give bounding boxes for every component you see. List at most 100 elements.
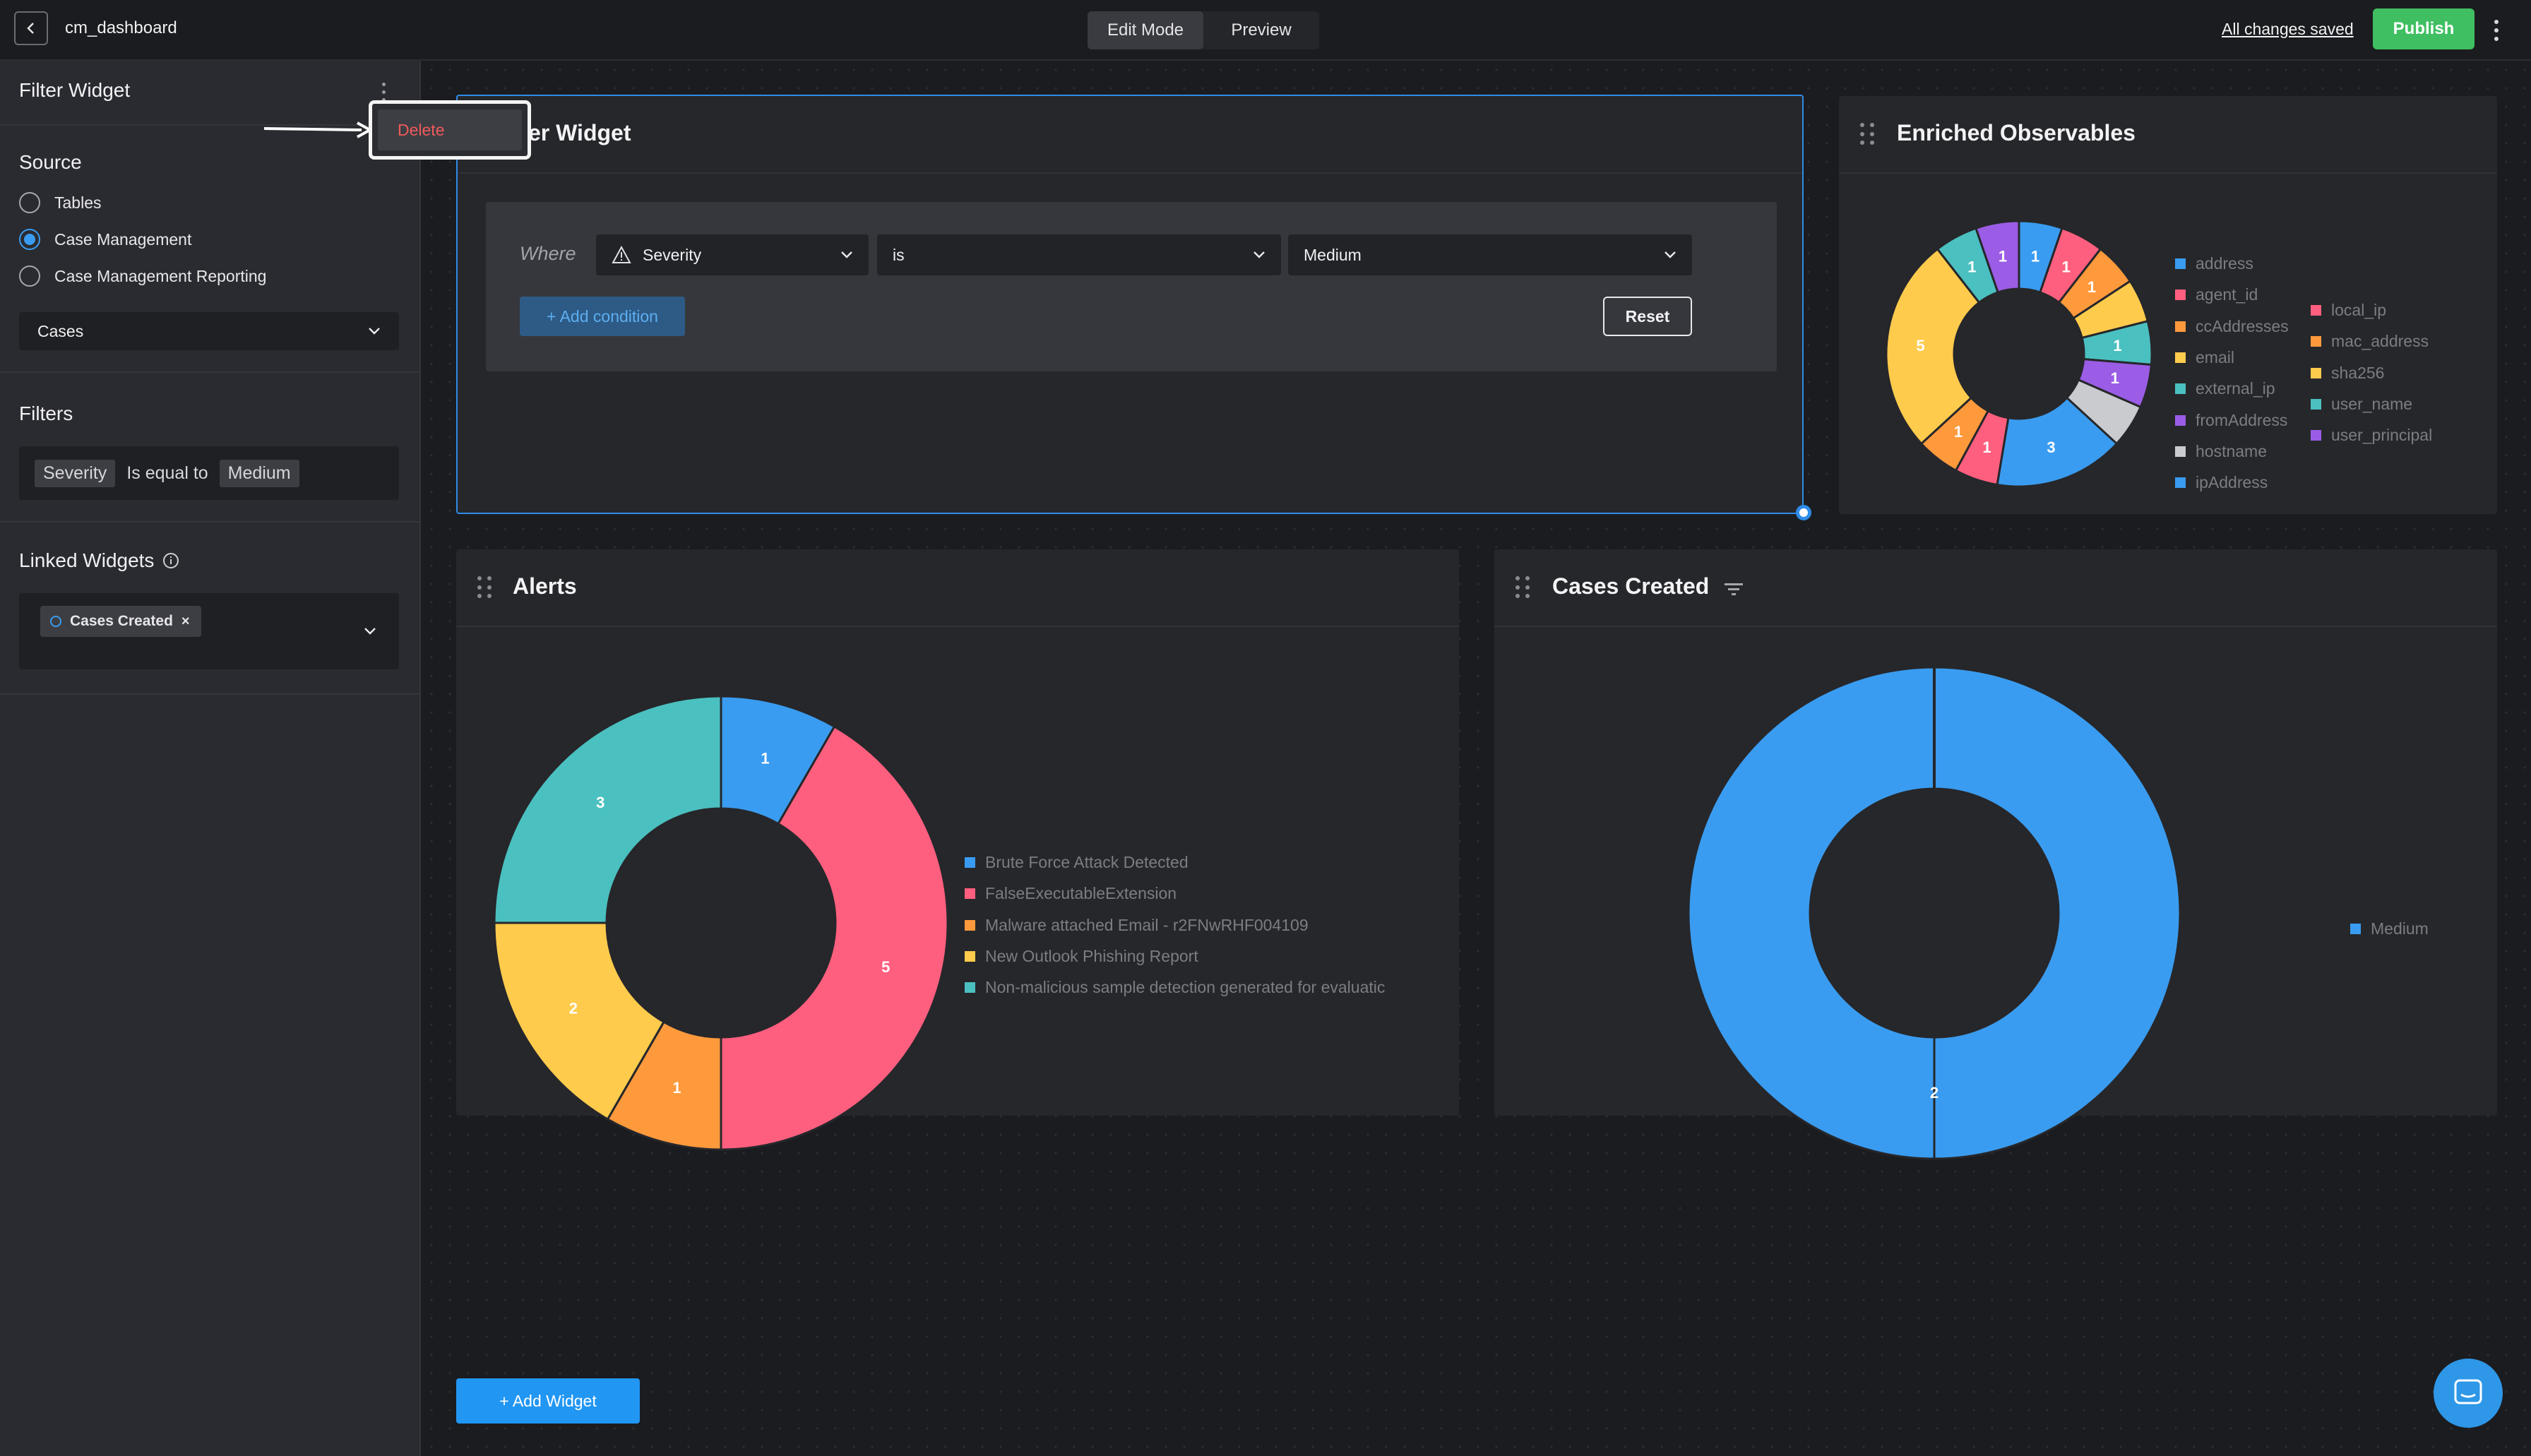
chevron-down-icon (1664, 251, 1676, 258)
legend-label: sha256 (2331, 363, 2385, 382)
back-button[interactable] (14, 11, 48, 45)
preview-tab[interactable]: Preview (1231, 20, 1292, 40)
drag-handle-icon[interactable] (477, 576, 493, 599)
top-bar: cm_dashboard Edit Mode Preview All chang… (0, 0, 2531, 61)
filter-widget[interactable]: Filter Widget Where Severity is Medium +… (456, 95, 1804, 514)
legend-swatch (2175, 321, 2186, 332)
legend-item[interactable]: agent_id (2175, 285, 2258, 304)
legend-item[interactable]: ccAddresses (2175, 317, 2289, 336)
legend-item[interactable]: email (2175, 348, 2234, 367)
source-option-label: Case Management (54, 229, 192, 249)
divider (0, 371, 421, 373)
panel-title: Filter Widget (19, 79, 131, 101)
delete-menu-item[interactable]: Delete (378, 109, 522, 150)
divider (0, 693, 421, 695)
legend-label: mac_address (2331, 332, 2429, 351)
slice-value-label: 3 (596, 794, 605, 811)
chevron-down-icon (369, 328, 380, 335)
value-select[interactable]: Medium (1288, 234, 1692, 275)
legend-item[interactable]: user_principal (2311, 426, 2432, 445)
legend-label: fromAddress (2196, 410, 2288, 429)
donut-slice[interactable] (493, 695, 722, 924)
field-select[interactable]: Severity (596, 234, 869, 275)
radio-icon[interactable] (19, 265, 40, 287)
drag-handle-icon[interactable] (1860, 123, 1876, 145)
legend-item[interactable]: external_ip (2175, 379, 2275, 398)
publish-button[interactable]: Publish (2373, 8, 2475, 49)
slice-value-label: 1 (1967, 258, 1976, 276)
donut-slice[interactable] (1996, 396, 2119, 488)
legend-label: ccAddresses (2196, 316, 2289, 335)
where-label: Where (520, 243, 576, 264)
widget-title: Alerts (513, 573, 577, 599)
legend-item[interactable]: mac_address (2311, 332, 2429, 351)
donut-slice[interactable] (1687, 666, 2181, 1160)
legend-swatch (965, 888, 975, 900)
radio-checked-icon[interactable] (19, 229, 40, 250)
slice-value-label: 2 (569, 999, 578, 1017)
source-option-case-management-reporting[interactable]: Case Management Reporting (19, 265, 266, 287)
resize-handle[interactable] (1796, 505, 1811, 520)
linked-widget-tag: Cases Created × (40, 606, 201, 637)
donut-slice[interactable] (1885, 247, 1981, 446)
source-option-case-management[interactable]: Case Management (19, 229, 191, 250)
operator-select-value: is (893, 245, 905, 264)
legend-item[interactable]: Brute Force Attack Detected (965, 853, 1189, 872)
filter-icon[interactable] (1725, 582, 1743, 596)
drag-handle-icon[interactable] (1515, 576, 1531, 599)
chat-support-button[interactable] (2434, 1359, 2503, 1428)
alerts-widget[interactable]: Alerts 1 5 1 2 3 Brute Force Attack Detected… (456, 549, 1459, 1151)
legend-swatch (2311, 398, 2321, 410)
legend-label: Malware attached Email - r2FNwRHF004109 (985, 915, 1309, 934)
more-options-icon[interactable] (2486, 13, 2507, 48)
table-select[interactable]: Cases (19, 312, 399, 350)
legend-item[interactable]: hostname (2175, 442, 2267, 461)
legend-item[interactable]: address (2175, 254, 2253, 273)
radio-icon[interactable] (19, 192, 40, 213)
filters-label: Filters (19, 402, 73, 424)
linked-widgets-select[interactable]: Cases Created × (19, 593, 399, 669)
filter-field-chip: Severity (35, 459, 116, 487)
linked-widgets-label: Linked Widgets (19, 549, 155, 571)
legend-item[interactable]: sha256 (2311, 364, 2384, 383)
filter-value-chip: Medium (219, 459, 299, 487)
cases-created-widget[interactable]: Cases Created 2 Medium (1494, 549, 2497, 1160)
reset-button[interactable]: Reset (1603, 297, 1692, 336)
donut-slice[interactable] (720, 724, 949, 1151)
legend-item[interactable]: user_name (2311, 395, 2412, 414)
donut-slice[interactable] (1975, 220, 2020, 294)
legend-label: user_name (2331, 394, 2413, 413)
remove-tag-icon[interactable]: × (181, 613, 190, 629)
divider (0, 124, 421, 126)
legend-item[interactable]: Medium (2350, 919, 2429, 938)
legend-swatch (965, 857, 975, 868)
field-select-value: Severity (643, 245, 702, 264)
legend-item[interactable]: Malware attached Email - r2FNwRHF004109 (965, 916, 1309, 935)
legend-item[interactable]: Non-malicious sample detection generated… (965, 978, 1385, 997)
operator-select[interactable]: is (877, 234, 1281, 275)
legend-item[interactable]: ipAddress (2175, 473, 2268, 492)
chat-icon (2454, 1379, 2482, 1404)
edit-mode-tab[interactable]: Edit Mode (1088, 11, 1203, 49)
legend-item[interactable]: fromAddress (2175, 411, 2287, 430)
save-status-link[interactable]: All changes saved (2222, 20, 2354, 38)
legend-item[interactable]: local_ip (2311, 301, 2386, 320)
legend-item[interactable]: New Outlook Phishing Report (965, 947, 1198, 966)
legend-item[interactable]: FalseExecutableExtension (965, 884, 1177, 903)
legend-label: external_ip (2196, 379, 2275, 398)
legend-label: FalseExecutableExtension (985, 884, 1177, 903)
source-option-tables[interactable]: Tables (19, 192, 101, 213)
dashboard-canvas: Filter Widget Where Severity is Medium +… (422, 61, 2531, 1456)
more-options-icon[interactable] (373, 76, 394, 107)
slice-value-label: 1 (2031, 248, 2039, 265)
info-icon[interactable] (162, 552, 179, 569)
legend-swatch (2311, 367, 2321, 378)
active-filter[interactable]: Severity Is equal to Medium (19, 446, 399, 500)
add-condition-button[interactable]: + Add condition (520, 297, 685, 336)
donut-slice[interactable] (493, 921, 666, 1121)
add-widget-button[interactable]: + Add Widget (456, 1378, 640, 1424)
legend-label: hostname (2196, 441, 2268, 460)
source-label: Source (19, 151, 82, 173)
